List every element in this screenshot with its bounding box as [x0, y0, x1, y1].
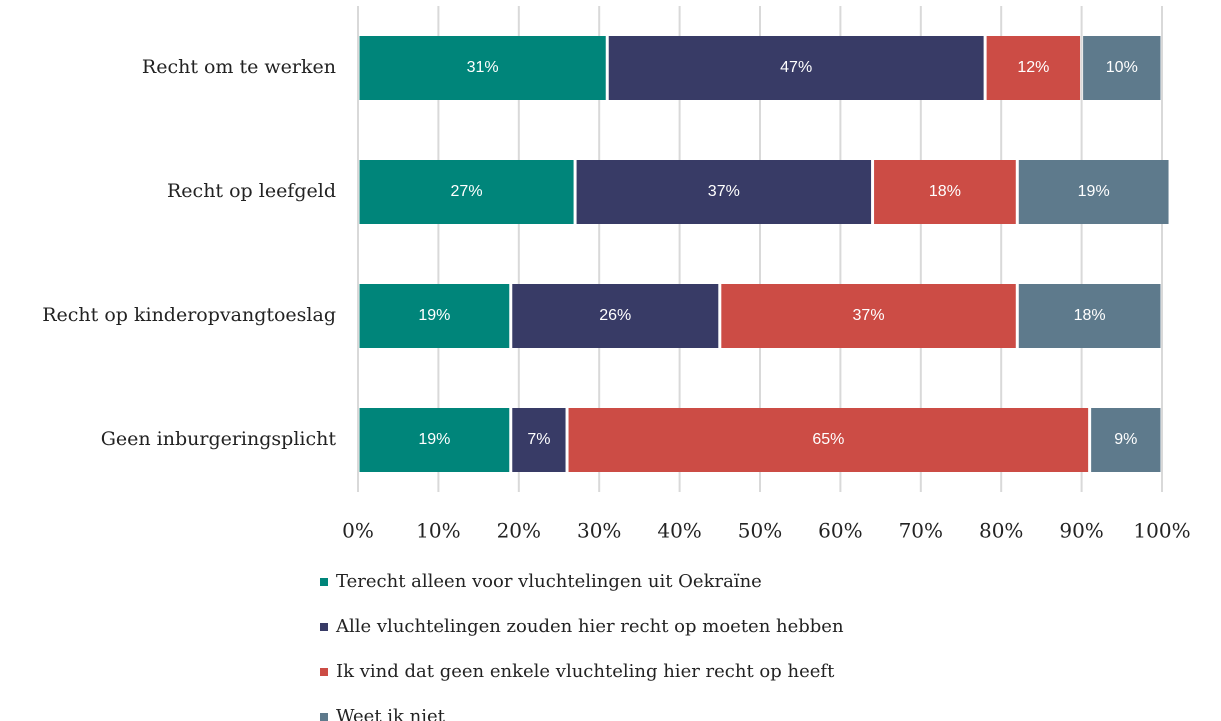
value-label: 27% [451, 183, 483, 200]
value-label: 19% [1078, 183, 1110, 200]
category-label: Recht om te werken [142, 56, 336, 78]
bar-segment [359, 408, 510, 472]
legend-swatch [320, 668, 328, 676]
x-tick-label: 40% [657, 519, 701, 543]
x-tick-label: 100% [1133, 519, 1190, 543]
category-label: Recht op kinderopvangtoeslag [42, 304, 336, 326]
value-label: 18% [1074, 307, 1106, 324]
x-tick-label: 0% [342, 519, 374, 543]
bar-segment [359, 36, 606, 100]
legend-label: Terecht alleen voor vluchtelingen uit Oe… [336, 571, 762, 592]
x-tick-label: 80% [979, 519, 1023, 543]
x-tick-label: 50% [738, 519, 782, 543]
value-label: 9% [1114, 431, 1137, 448]
bar-segment [1091, 408, 1161, 472]
bar-segment [568, 408, 1089, 472]
category-label: Recht op leefgeld [167, 180, 336, 202]
bar-segment [512, 284, 719, 348]
bar-segment [1018, 284, 1161, 348]
bar-segment [1018, 160, 1169, 224]
value-label: 12% [1017, 59, 1049, 76]
value-label: 37% [708, 183, 740, 200]
value-label: 47% [780, 59, 812, 76]
value-label: 26% [599, 307, 631, 324]
x-tick-label: 60% [818, 519, 862, 543]
value-label: 37% [853, 307, 885, 324]
x-tick-label: 70% [899, 519, 943, 543]
bar-segment [874, 160, 1016, 224]
bar-segment [512, 408, 566, 472]
x-tick-label: 10% [416, 519, 460, 543]
bar-segment [986, 36, 1081, 100]
value-label: 31% [467, 59, 499, 76]
legend-label: Alle vluchtelingen zouden hier recht op … [335, 616, 844, 637]
legend-label: Ik vind dat geen enkele vluchteling hier… [336, 661, 835, 682]
x-tick-label: 20% [497, 519, 541, 543]
category-label: Geen inburgeringsplicht [101, 428, 337, 450]
value-label: 19% [418, 307, 450, 324]
value-label: 10% [1106, 59, 1138, 76]
legend-swatch [320, 578, 328, 586]
bar-segment [359, 160, 574, 224]
bar-segment [721, 284, 1016, 348]
bar-segment [1083, 36, 1161, 100]
bar-segment [608, 36, 984, 100]
value-label: 18% [929, 183, 961, 200]
value-label: 7% [527, 431, 550, 448]
value-label: 19% [418, 431, 450, 448]
x-tick-label: 90% [1059, 519, 1103, 543]
x-tick-label: 30% [577, 519, 621, 543]
bar-segment [576, 160, 872, 224]
legend-swatch [320, 623, 328, 631]
value-label: 65% [812, 431, 844, 448]
legend-swatch [320, 713, 328, 721]
bar-segment [359, 284, 510, 348]
legend-label: Weet ik niet [336, 706, 446, 721]
